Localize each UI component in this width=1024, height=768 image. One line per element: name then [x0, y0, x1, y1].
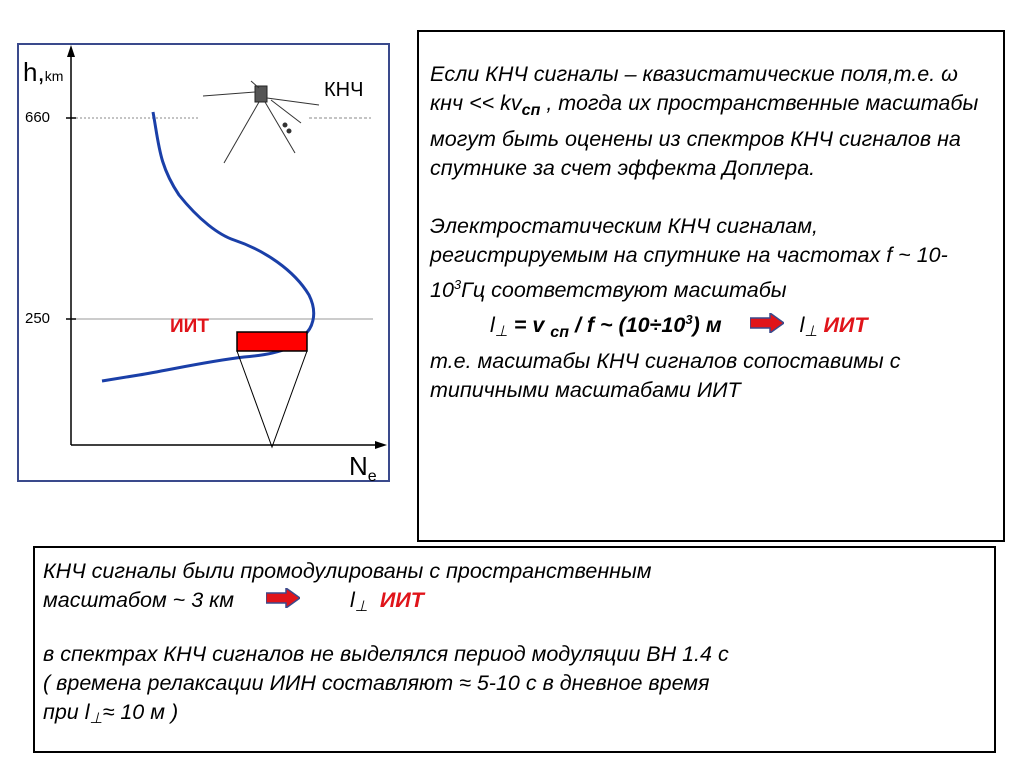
region-rect [236, 331, 308, 352]
region-label: ИИТ [170, 316, 209, 337]
density-profile-curve [101, 111, 316, 383]
x-axis-arrow [375, 441, 387, 449]
result-iit: ИИТ [823, 313, 868, 337]
region-cone [236, 350, 308, 449]
explanation-box: Если КНЧ сигналы – квазистатические поля… [417, 30, 1005, 542]
subscript-sp: сп [521, 102, 541, 119]
density-profile-figure: h,km 660 250 КНЧ ИИТ Ne [17, 43, 390, 485]
summary-line-5: при l⊥≈ 10 м ) [43, 700, 179, 727]
superscript-3: 3 [453, 277, 462, 292]
y-axis-arrow [67, 45, 75, 57]
paragraph-electrostatic: Электростатическим КНЧ сигналам, регистр… [430, 214, 948, 302]
paragraph-doppler: Если КНЧ сигналы – квазистатические поля… [430, 62, 979, 180]
tick-label-250: 250 [25, 310, 51, 327]
summary-line-4: ( времена релаксации ИИН составляют ≈ 5-… [43, 671, 710, 695]
profile-diagram [66, 45, 387, 449]
summary-line-3: в спектрах КНЧ сигналов не выделялся пер… [43, 642, 729, 666]
x-axis-subscript: e [367, 468, 377, 485]
tick-label-660: 660 [25, 109, 51, 126]
formula-line: l⊥ = v сп / f ~ (10÷103) м l⊥ ИИТ [490, 311, 868, 341]
right-arrow-icon [748, 311, 785, 341]
summary-line-2: масштабом ~ 3 км l⊥ ИИТ [43, 586, 424, 616]
paragraph-conclusion: т.е. масштабы КНЧ сигналов сопоставимы с… [430, 349, 901, 402]
satellite-icon [202, 80, 320, 164]
y-axis-unit: km [44, 68, 64, 84]
summary-box: КНЧ сигналы были промодулированы с прост… [33, 546, 996, 753]
right-arrow-icon [265, 586, 302, 616]
summary-line-1: КНЧ сигналы были промодулированы с прост… [43, 559, 652, 583]
y-axis-label: h,km [23, 57, 64, 87]
summary-iit: ИИТ [379, 588, 424, 612]
x-axis-label: Ne [349, 451, 377, 485]
satellite-label: КНЧ [324, 79, 364, 101]
